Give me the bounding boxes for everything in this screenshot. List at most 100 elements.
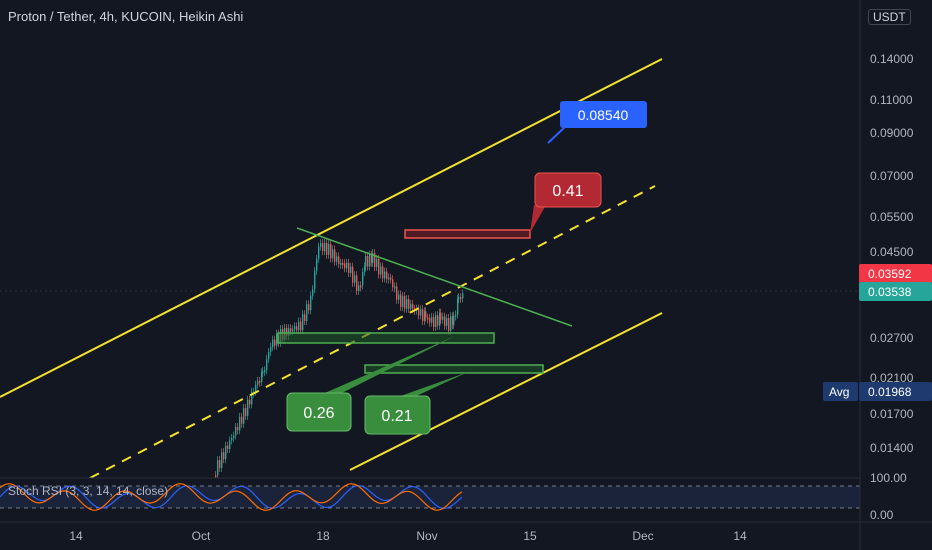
candle [431, 317, 433, 323]
candle [338, 256, 340, 264]
callout-blue[interactable]: 0.08540 [560, 101, 647, 128]
candle [440, 312, 442, 320]
time-tick-label: 14 [733, 529, 747, 543]
support-zone-lower[interactable] [364, 364, 544, 374]
candle [217, 460, 219, 476]
support-zone-upper[interactable] [277, 332, 495, 344]
candle [229, 440, 231, 449]
candle [318, 246, 320, 259]
candle [364, 266, 366, 272]
time-axis[interactable]: 14 Oct 18 Nov 15 Dec 14 [69, 529, 747, 543]
candle [243, 408, 245, 424]
candle [231, 437, 233, 441]
price-tick-label: 0.02100 [870, 371, 914, 385]
candle [223, 452, 225, 460]
price-tick-label: 0.02700 [870, 331, 914, 345]
candle [302, 314, 304, 331]
candle [380, 266, 382, 275]
callout-red[interactable]: 0.41 [534, 172, 602, 208]
triangle-resistance-line[interactable] [296, 227, 573, 327]
time-tick-label: Oct [192, 529, 211, 543]
stoch-tick-0: 0.00 [870, 508, 894, 522]
candle [400, 294, 402, 307]
candle [462, 293, 464, 299]
candle [406, 299, 408, 309]
candle [272, 339, 274, 347]
price-axis[interactable]: 0.14000 0.11000 0.09000 0.07000 0.05500 0.045… [870, 52, 914, 455]
candle [239, 416, 241, 431]
candle [233, 435, 235, 438]
candle [237, 427, 239, 431]
last-price-text: 0.03592 [868, 267, 912, 281]
candle [352, 266, 354, 283]
target-zone-box[interactable] [404, 229, 531, 239]
candle [227, 445, 229, 449]
avg-tag-text: Avg [829, 385, 849, 399]
candle [418, 308, 420, 316]
candle [346, 262, 348, 269]
callout-green-1[interactable]: 0.26 [286, 392, 352, 432]
candle [429, 317, 431, 323]
callout-green-2[interactable]: 0.21 [364, 395, 431, 435]
current-price-badge: 0.03538 [859, 282, 932, 301]
candle [446, 317, 448, 326]
candle [420, 309, 422, 316]
candle [394, 286, 396, 289]
candle [257, 380, 259, 385]
candle [262, 371, 264, 374]
candle [396, 286, 398, 300]
candle [348, 262, 350, 273]
callout-green-1-text: 0.26 [303, 405, 334, 422]
candle [322, 243, 324, 252]
channel-upper-line[interactable] [0, 58, 663, 398]
candle [350, 266, 352, 273]
candle [384, 271, 386, 279]
callout-red-text: 0.41 [552, 183, 583, 200]
candle [276, 333, 278, 346]
candle [439, 312, 441, 326]
candle [336, 256, 338, 262]
candle [310, 295, 312, 311]
candle [324, 242, 326, 252]
candle [245, 408, 247, 416]
stoch-tick-100: 100.00 [870, 471, 907, 485]
callout-blue-text: 0.08540 [578, 107, 629, 123]
candle [452, 316, 454, 326]
candle [290, 328, 292, 332]
callout-green-2-text: 0.21 [381, 408, 412, 425]
candle [457, 298, 459, 315]
candle [247, 399, 249, 416]
candle [268, 352, 270, 359]
currency-selector[interactable]: USDT [868, 9, 911, 25]
candle [261, 372, 263, 383]
candle [340, 262, 342, 265]
callout-pointer-green-2 [395, 372, 468, 398]
candle [424, 311, 426, 321]
candle [221, 452, 223, 468]
price-pane[interactable] [0, 0, 860, 478]
candle [412, 303, 414, 309]
candle [450, 316, 452, 331]
candle [360, 285, 362, 288]
candle [422, 309, 424, 321]
candle [328, 244, 330, 255]
candle [386, 271, 388, 280]
candle [435, 315, 437, 327]
stoch-d-line [0, 483, 463, 511]
candle [374, 253, 376, 268]
candle [225, 445, 227, 460]
stoch-rsi-label[interactable]: Stoch RSI (3, 3, 14, 14, close) [8, 484, 169, 498]
time-tick-label: Nov [416, 529, 437, 543]
candle [274, 339, 276, 346]
candle [255, 384, 257, 392]
candle [259, 380, 261, 383]
callout-pointer-green-1 [318, 336, 455, 396]
candle [408, 299, 410, 309]
stoch-k-line [0, 485, 463, 510]
candle [448, 317, 450, 331]
channel-mid-dashed-line[interactable] [89, 185, 656, 479]
price-tick-label: 0.04500 [870, 245, 914, 259]
candle [442, 316, 444, 320]
channel-lower-line[interactable] [349, 312, 663, 471]
